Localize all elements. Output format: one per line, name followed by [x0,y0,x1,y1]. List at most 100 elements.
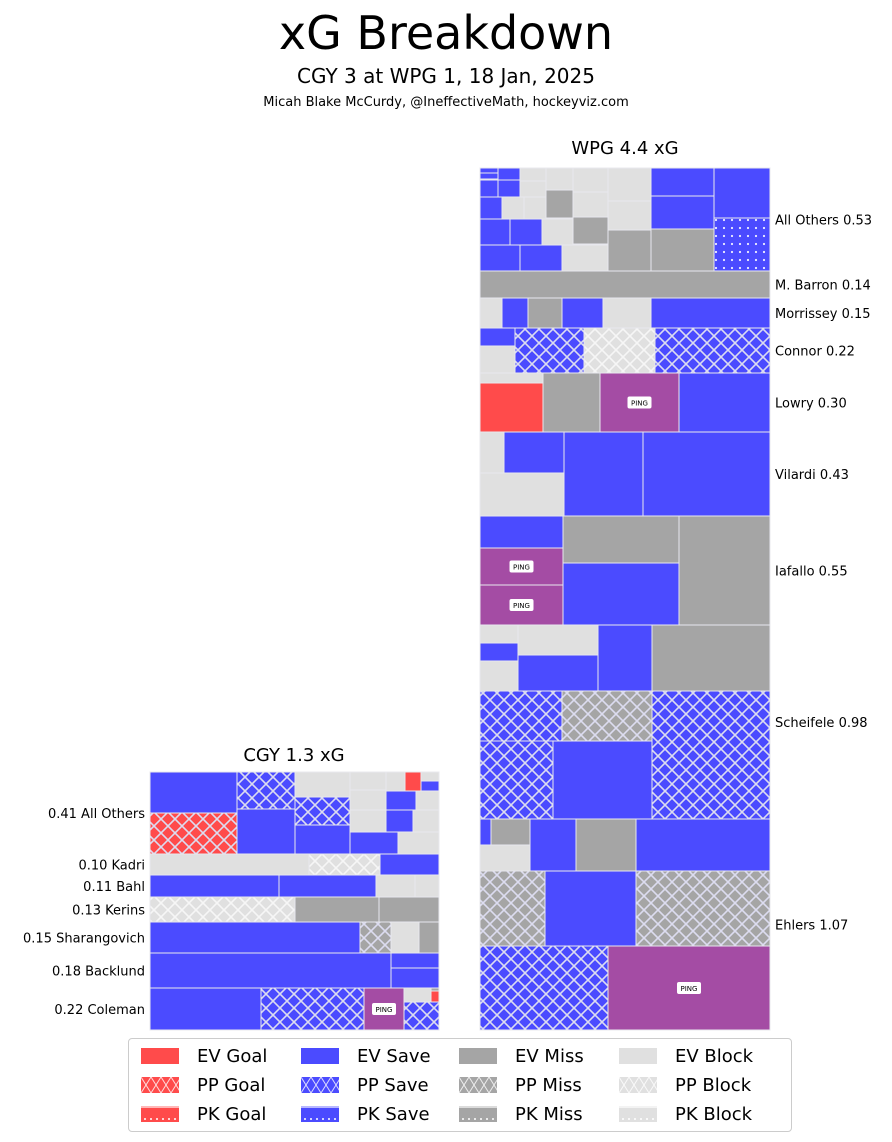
player-block-vilardi [479,431,771,517]
wpg-ehlers-shot-save [529,818,577,872]
legend-item-ev-block: EV Block [619,1043,753,1069]
legend-item-pk-save: PK Save [301,1101,430,1127]
wpg-all-others-shot-miss [545,189,574,219]
player-block-sharangovich [149,921,440,954]
wpg-scheifele-shot-miss [651,624,771,692]
wpg-scheifele-shot-block [517,624,599,656]
wpg-all-others-shot-block [519,167,547,182]
chart-subtitle: CGY 3 at WPG 1, 18 Jan, 2025 [297,64,595,88]
legend-label: PP Goal [197,1074,266,1096]
wpg-lowry-shot-goal [479,382,544,433]
wpg-all-others-shot-miss [572,216,609,245]
cgy-all-others-shot-save [349,831,399,855]
cgy-coleman-shot-goal [430,990,440,1003]
cgy-coleman-shot-save [149,987,262,1031]
cgy-all-others-shot-goal [404,771,422,792]
wpg-morrissey-shot-block [602,297,652,329]
wpg-scheifele-shot-block [479,660,519,692]
chart-credit: Micah Blake McCurdy, @IneffectiveMath, h… [263,95,629,110]
player-label: M. Barron 0.14 [775,279,871,294]
player-label: 0.22 Coleman [54,1003,145,1018]
cgy-sharangovich-shot-miss [418,921,440,954]
wpg-connor-shot-save [514,327,585,374]
wpg-iafallo-shot-save [562,562,680,626]
wpg-all-others-shot-block [572,167,609,193]
cgy-all-others-shot-block [420,771,440,782]
wpg-all-others-shot-save [650,167,715,197]
player-block-backlund [149,952,440,989]
ping-annotation: PING [513,564,530,572]
legend-label: PK Save [357,1103,430,1125]
cgy-kerins-shot-block [149,896,296,923]
wpg-all-others-shot-save [713,217,771,272]
legend-swatch-ev-miss [459,1048,497,1064]
player-block-all-others [149,771,440,855]
legend-item-pk-block: PK Block [619,1101,752,1127]
legend-item-pk-goal: PK Goal [141,1101,266,1127]
wpg-scheifele-shot-save [651,690,771,820]
legend-item-pp-miss: PP Miss [459,1072,582,1098]
wpg-scheifele-shot-save [597,624,653,692]
wpg-vilardi-shot-save [563,431,644,517]
cgy-all-others-shot-block [412,809,440,833]
legend-label: EV Save [357,1045,431,1067]
player-label: 0.15 Sharangovich [23,932,145,947]
legend-label: PK Goal [197,1103,267,1125]
player-block-iafallo: PING PING [479,515,771,626]
cgy-all-others-shot-block [385,771,406,792]
legend-label: PP Save [357,1074,429,1096]
wpg-scheifele-shot-save [517,654,599,692]
legend-swatch-pp-goal [141,1077,179,1093]
wpg-panel: PING PING PING PING [479,167,771,1031]
cgy-backlund-shot-save [390,952,440,969]
cgy-backlund-shot-save [149,952,392,989]
cgy-all-others-shot-save [420,780,440,792]
wpg-all-others-shot-save [497,167,521,181]
cgy-kadri-shot-save [379,853,440,876]
wpg-all-others-shot-block [523,196,547,220]
wpg-all-others-shot-save [497,179,521,198]
legend-swatch-pp-block [619,1077,657,1093]
cgy-all-others-shot-block [349,809,387,833]
ping-annotation: PING [631,400,648,408]
wpg-scheifele-shot-block [479,624,519,644]
player-label: Iafallo 0.55 [775,565,848,580]
wpg-all-others-shot-save [713,167,771,219]
wpg-vilardi-shot-block [479,472,565,517]
legend-item-ev-save: EV Save [301,1043,431,1069]
legend-label: PK Block [675,1103,753,1125]
wpg-scheifele-shot-save [479,740,554,820]
player-label: Lowry 0.30 [775,397,847,412]
player-label: Ehlers 1.07 [775,919,848,934]
cgy-sharangovich-shot-block [390,921,420,954]
cgy-all-others-shot-block [349,771,387,791]
legend-label: PK Miss [515,1103,583,1125]
cgy-bahl-shot-save [278,874,377,898]
cgy-kerins-shot-miss [378,896,440,923]
wpg-all-others-shot-miss [650,228,715,272]
player-label: 0.41 All Others [48,807,145,822]
player-label: All Others 0.53 [775,214,872,229]
cgy-bahl-shot-save [149,874,280,898]
wpg-vilardi-shot-save [503,431,565,474]
player-block-kerins [149,896,440,923]
legend-swatch-pk-miss [459,1106,497,1122]
cgy-all-others-shot-block [294,771,351,798]
player-block-morrissey [479,297,771,329]
legend-swatch-pp-miss [459,1077,497,1093]
legend-swatch-ev-goal [141,1048,179,1064]
player-label: Morrissey 0.15 [775,307,871,322]
wpg-all-others-shot-block [561,244,609,272]
wpg-iafallo-shot-save [479,515,564,549]
legend-label: EV Block [675,1045,754,1067]
wpg-all-others-shot-block [541,218,574,246]
cgy-kadri-shot-block [149,853,310,876]
legend-item-pp-goal: PP Goal [141,1072,265,1098]
wpg-m-barron-shot-miss [479,270,771,299]
cgy-coleman-shot-save [260,987,365,1031]
cgy-panel: PING [149,771,440,1031]
wpg-scheifele-shot-save [479,642,519,662]
wpg-ehlers-shot-miss [490,818,532,846]
player-block-coleman: PING [149,987,440,1031]
player-block-all-others [479,167,771,272]
